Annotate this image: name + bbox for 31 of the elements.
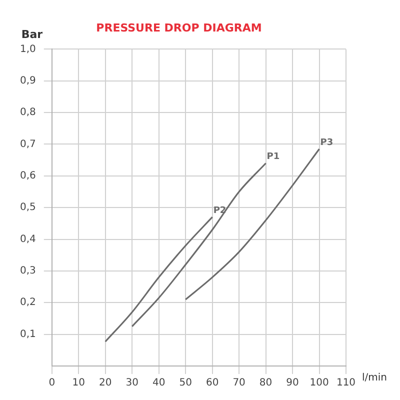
y-tick-label: 0,3 xyxy=(20,266,36,277)
x-tick-label: 110 xyxy=(336,378,356,389)
x-tick-label: 90 xyxy=(286,378,299,389)
chart-title: PRESSURE DROP DIAGRAM xyxy=(96,21,262,34)
series-label: P1 xyxy=(266,152,280,162)
y-tick-label: 0,7 xyxy=(20,138,36,150)
y-tick-label: 0,5 xyxy=(20,202,36,214)
x-tick-label: 10 xyxy=(72,378,86,389)
x-tick-label: 100 xyxy=(310,378,329,389)
x-axis-title: l/min xyxy=(362,372,388,384)
x-tick-label: 0 xyxy=(48,378,56,389)
series-label: P2 xyxy=(213,206,226,216)
x-tick-label: 80 xyxy=(259,378,272,389)
x-tick-label: 70 xyxy=(232,378,246,389)
y-tick-label: 0,9 xyxy=(20,75,36,86)
x-tick-label: 30 xyxy=(126,378,138,389)
line-series xyxy=(131,162,267,328)
y-tick-label: 0,2 xyxy=(20,297,36,308)
y-tick-label: 0,8 xyxy=(20,107,36,118)
series-label: P3 xyxy=(320,138,334,148)
x-tick-label: 50 xyxy=(179,378,192,389)
x-tick-label: 40 xyxy=(152,378,166,389)
y-axis-title: Bar xyxy=(21,28,44,42)
x-tick-label: 20 xyxy=(99,378,112,389)
y-tick-label: 0,4 xyxy=(20,234,36,245)
y-tick-label: 0,6 xyxy=(20,170,36,182)
line-series xyxy=(184,148,320,300)
line-series xyxy=(104,216,214,342)
x-tick-label: 60 xyxy=(206,378,219,389)
y-tick-label: 1,0 xyxy=(20,44,36,55)
y-tick-label: 0,1 xyxy=(20,328,36,340)
